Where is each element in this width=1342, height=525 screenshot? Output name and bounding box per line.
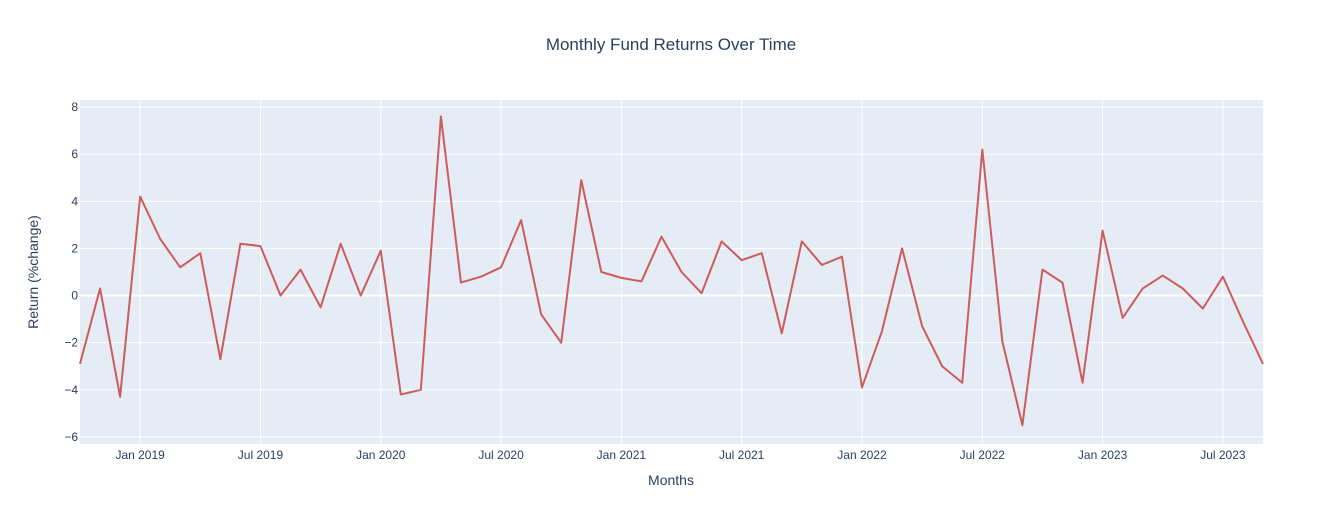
- data-point[interactable]: [1059, 280, 1065, 286]
- x-tick-label: Jul 2020: [478, 448, 524, 462]
- data-point[interactable]: [1260, 361, 1266, 367]
- y-tick-label: 4: [71, 194, 78, 208]
- data-point[interactable]: [1120, 315, 1126, 321]
- data-point[interactable]: [217, 356, 223, 362]
- y-tick-label: −4: [64, 383, 78, 397]
- data-point[interactable]: [358, 293, 364, 299]
- data-point[interactable]: [458, 280, 464, 286]
- data-point[interactable]: [879, 328, 885, 334]
- data-point[interactable]: [759, 250, 765, 256]
- data-point[interactable]: [638, 278, 644, 284]
- gridlines: [80, 100, 1263, 444]
- data-point[interactable]: [1240, 318, 1246, 324]
- data-point[interactable]: [558, 340, 564, 346]
- data-point[interactable]: [318, 304, 324, 310]
- data-point[interactable]: [137, 194, 143, 200]
- data-point[interactable]: [298, 267, 304, 273]
- data-point[interactable]: [438, 113, 444, 119]
- x-tick-label: Jan 2019: [115, 448, 165, 462]
- data-point[interactable]: [1019, 422, 1025, 428]
- y-axis-ticks: −6 −4 −2 0 2 4 6 8: [64, 100, 78, 444]
- data-point[interactable]: [658, 234, 664, 240]
- data-point[interactable]: [518, 217, 524, 223]
- data-point[interactable]: [739, 257, 745, 263]
- data-point[interactable]: [278, 293, 284, 299]
- data-point[interactable]: [1160, 273, 1166, 279]
- series-line: [79, 115, 1264, 427]
- x-tick-label: Jan 2021: [597, 448, 647, 462]
- data-point[interactable]: [117, 394, 123, 400]
- x-tick-label: Jul 2023: [1200, 448, 1246, 462]
- data-point[interactable]: [1080, 380, 1086, 386]
- data-point[interactable]: [398, 392, 404, 398]
- x-axis-ticks: Jan 2019 Jul 2019 Jan 2020 Jul 2020 Jan 2021…: [115, 448, 1245, 462]
- data-point[interactable]: [1039, 267, 1045, 273]
- data-point[interactable]: [478, 274, 484, 280]
- data-point[interactable]: [1220, 274, 1226, 280]
- data-point[interactable]: [177, 264, 183, 270]
- data-point[interactable]: [859, 384, 865, 390]
- data-point[interactable]: [197, 250, 203, 256]
- data-point[interactable]: [839, 254, 845, 260]
- data-point[interactable]: [1180, 285, 1186, 291]
- data-point[interactable]: [97, 285, 103, 291]
- data-point[interactable]: [919, 323, 925, 329]
- data-point[interactable]: [418, 387, 424, 393]
- x-tick-label: Jul 2019: [238, 448, 284, 462]
- x-axis-title: Months: [648, 472, 694, 488]
- data-point[interactable]: [598, 269, 604, 275]
- y-tick-label: −2: [64, 336, 78, 350]
- data-point[interactable]: [77, 361, 83, 367]
- data-point[interactable]: [578, 177, 584, 183]
- data-point[interactable]: [338, 241, 344, 247]
- data-point[interactable]: [1100, 228, 1106, 234]
- y-tick-label: 2: [71, 241, 78, 255]
- data-point[interactable]: [498, 264, 504, 270]
- chart-title: Monthly Fund Returns Over Time: [546, 35, 796, 54]
- data-point[interactable]: [719, 238, 725, 244]
- data-point[interactable]: [378, 248, 384, 254]
- y-tick-label: 6: [71, 147, 78, 161]
- data-point[interactable]: [618, 275, 624, 281]
- data-point[interactable]: [157, 236, 163, 242]
- data-point[interactable]: [237, 241, 243, 247]
- x-tick-label: Jan 2020: [356, 448, 406, 462]
- x-tick-label: Jul 2022: [960, 448, 1006, 462]
- x-tick-label: Jul 2021: [719, 448, 765, 462]
- data-point[interactable]: [799, 238, 805, 244]
- data-point[interactable]: [1140, 285, 1146, 291]
- data-point[interactable]: [538, 311, 544, 317]
- plot-background: [80, 100, 1263, 444]
- data-point[interactable]: [679, 269, 685, 275]
- y-tick-label: −6: [64, 430, 78, 444]
- x-tick-label: Jan 2022: [837, 448, 887, 462]
- data-point[interactable]: [257, 243, 263, 249]
- y-tick-label: 8: [71, 100, 78, 114]
- data-point[interactable]: [999, 339, 1005, 345]
- data-point[interactable]: [819, 262, 825, 268]
- data-point[interactable]: [979, 146, 985, 152]
- data-point[interactable]: [1200, 306, 1206, 312]
- data-point[interactable]: [699, 290, 705, 296]
- series-layer: [77, 113, 1266, 428]
- y-tick-label: 0: [71, 289, 78, 303]
- data-point[interactable]: [779, 330, 785, 336]
- y-axis-title: Return (%change): [25, 215, 41, 329]
- data-point[interactable]: [939, 363, 945, 369]
- data-point[interactable]: [899, 245, 905, 251]
- x-tick-label: Jan 2023: [1078, 448, 1128, 462]
- data-point[interactable]: [959, 380, 965, 386]
